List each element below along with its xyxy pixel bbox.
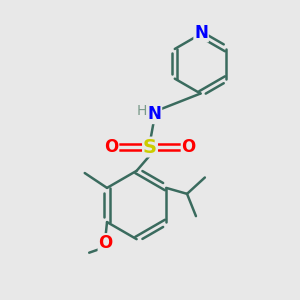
Text: O: O [182,138,196,156]
Text: H: H [137,104,147,118]
Text: O: O [98,234,113,252]
Text: O: O [104,138,118,156]
Text: N: N [148,105,161,123]
Text: N: N [194,24,208,42]
Text: S: S [143,137,157,157]
